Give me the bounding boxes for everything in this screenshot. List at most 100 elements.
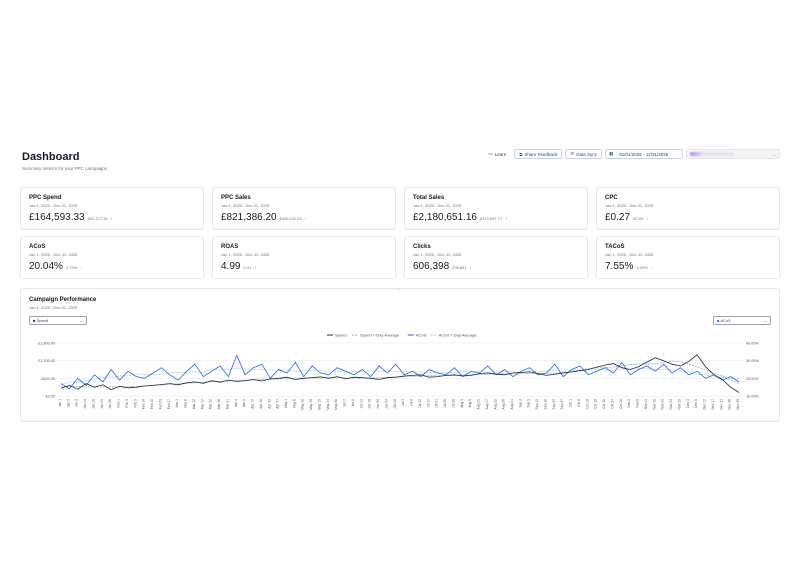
x-tick-label: Jun 6 <box>351 399 355 407</box>
metric-date: Jan 1, 2025 - Dec 31, 2025 <box>605 203 654 208</box>
x-tick-label: Feb 27 <box>167 399 171 409</box>
legend-item: ACoS 7-Day Average <box>439 333 478 338</box>
drag-handle-icon[interactable]: ═ <box>397 287 400 292</box>
series-marker-icon: ■ <box>33 318 36 323</box>
refresh-icon: ⟳ <box>570 151 575 156</box>
x-tick-label: Jun 29 <box>393 399 397 409</box>
metric-value: 20.04% <box>29 261 63 272</box>
y-left-tick-label: £0.00 <box>45 395 55 399</box>
x-tick-label: Feb 23 <box>158 399 162 409</box>
metric-card: CPC Jan 1, 2025 - Dec 31, 2025 £0.27 £0.0… <box>596 187 780 230</box>
date-range-picker[interactable]: ▦ 01/01/2025 - 12/31/2025 <box>605 149 683 159</box>
x-tick-label: May 10 <box>301 399 305 410</box>
metric-card: ACoS Jan 1, 2025 - Dec 31, 2025 20.04% 1.… <box>20 236 204 279</box>
metric-date: Jan 1, 2025 - Dec 31, 2025 <box>413 252 462 257</box>
x-tick-label: Oct 6 <box>577 399 581 407</box>
x-tick-label: Aug 8 <box>468 399 472 408</box>
legend-item: ACoS <box>416 333 427 338</box>
left-select-value: Spend <box>36 318 49 323</box>
learn-label: Learn <box>494 151 507 157</box>
metric-value: £0.27 <box>605 212 631 223</box>
arrow-up-icon: ↑ <box>505 216 508 221</box>
metric-card: Clicks Jan 1, 2025 - Dec 31, 2025 606,39… <box>404 236 588 279</box>
x-tick-label: Feb 18 <box>150 399 154 409</box>
x-tick-label: Feb 9 <box>133 399 137 408</box>
x-tick-label: Jun 24 <box>384 399 388 409</box>
x-tick-label: Mar 26 <box>217 399 221 409</box>
metric-value: 606,398 <box>413 261 450 272</box>
x-tick-label: Jan 9 <box>75 399 79 407</box>
x-tick-label: Mar 12 <box>192 399 196 409</box>
series-line-acos-7day-average <box>60 367 739 385</box>
metric-change: 0.41 <box>243 265 252 270</box>
x-tick-label: Mar 3 <box>175 399 179 408</box>
x-tick-label: Oct 10 <box>585 399 589 409</box>
x-tick-label: Jul 26 <box>443 399 447 408</box>
x-tick-label: Jan 5 <box>66 399 70 407</box>
share-feedback-button[interactable]: ⧉ Share Feedback <box>514 149 563 159</box>
metric-date: Jan 1, 2025 - Dec 31, 2025 <box>221 203 270 208</box>
arrow-down-icon: ↓ <box>646 216 649 221</box>
metric-change: £310,597.77 <box>479 216 503 221</box>
performance-chart: Spend Spend 7-Day Average ACoS ACoS 7-Day A… <box>38 333 760 410</box>
x-tick-label: May 19 <box>317 399 321 410</box>
x-tick-label: Apr 27 <box>276 399 280 409</box>
account-selector[interactable]: ⌄ <box>686 149 780 159</box>
campaign-performance-panel: ═ Campaign Performance Jan 1, 2025 - Dec… <box>20 287 780 422</box>
right-metric-select[interactable]: ■ ACoS ⌄ <box>713 316 771 325</box>
x-tick-label: Jul 17 <box>426 399 430 408</box>
x-tick-label: Apr 9 <box>242 399 246 407</box>
legend-item: Spend 7-Day Average <box>360 333 400 338</box>
x-tick-label: Sep 18 <box>543 399 547 410</box>
x-tick-label: Nov 6 <box>636 399 640 408</box>
data-sync-button[interactable]: ⟳ Data Sync <box>565 149 602 159</box>
metric-value: £2,180,651.16 <box>413 212 477 223</box>
arrow-up-icon: ↑ <box>254 265 257 270</box>
x-tick-label: Dec 12 <box>703 399 707 410</box>
metric-change: 296,681 <box>452 265 467 270</box>
metric-date: Jan 1, 2025 - Dec 31, 2025 <box>413 203 462 208</box>
metric-card: ROAS Jan 1, 2025 - Dec 31, 2025 4.99 0.41… <box>212 236 396 279</box>
x-tick-label: Nov 20 <box>661 399 665 410</box>
x-tick-label: May 1 <box>284 399 288 408</box>
x-tick-label: Jun 20 <box>376 399 380 409</box>
x-tick-label: Feb 14 <box>142 399 146 409</box>
chevron-down-icon: ⌄ <box>79 318 83 323</box>
metric-change: 3.09% <box>636 265 648 270</box>
metric-date: Jan 1, 2025 - Dec 31, 2025 <box>605 252 654 257</box>
x-tick-label: Aug 4 <box>460 399 464 408</box>
metric-cards: PPC Spend Jan 1, 2025 - Dec 31, 2025 £16… <box>20 187 780 279</box>
metric-card: PPC Sales Jan 1, 2025 - Dec 31, 2025 £82… <box>212 187 396 230</box>
x-tick-label: Jul 30 <box>451 399 455 408</box>
x-tick-label: Feb 5 <box>125 399 129 408</box>
page-title: Dashboard <box>22 151 80 163</box>
metric-date: Jan 1, 2025 - Dec 31, 2025 <box>29 252 78 257</box>
metric-date: Jan 1, 2025 - Dec 31, 2025 <box>221 252 270 257</box>
left-metric-select[interactable]: ■ Spend ⌄ <box>29 316 87 325</box>
x-tick-label: Nov 29 <box>677 399 681 410</box>
x-tick-label: Nov 15 <box>652 399 656 410</box>
x-tick-label: Dec 8 <box>694 399 698 408</box>
arrow-up-icon: ↑ <box>304 216 307 221</box>
learn-button[interactable]: ▭ Learn <box>483 149 512 159</box>
toolbar: ▭ Learn ⧉ Share Feedback ⟳ Data Sync ▦ 0… <box>483 149 780 159</box>
metric-change: 1.79% <box>65 265 78 270</box>
x-tick-label: Jul 3 <box>401 399 405 406</box>
y-right-tick-label: 20.00% <box>746 377 760 381</box>
x-tick-label: Aug 31 <box>510 399 514 410</box>
x-tick-label: Mar 8 <box>184 399 188 408</box>
x-tick-label: Dec 3 <box>686 399 690 408</box>
x-tick-label: Sep 4 <box>518 399 522 408</box>
metric-value: £821,386.20 <box>221 212 277 223</box>
x-tick-label: Jan 23 <box>100 399 104 409</box>
x-tick-label: Dec 30 <box>736 399 740 410</box>
metric-label: ROAS <box>221 244 239 250</box>
chevron-down-icon: ⌄ <box>772 151 776 157</box>
metric-label: TACoS <box>605 244 625 250</box>
x-tick-label: Mar 17 <box>200 399 204 409</box>
page-subtitle: Summary metrics for your PPC campaigns <box>22 166 108 171</box>
chevron-down-icon: ⌄ <box>763 318 767 323</box>
x-tick-label: May 6 <box>292 399 296 408</box>
legend-item: Spend <box>335 333 347 338</box>
account-name-redacted <box>690 152 734 156</box>
